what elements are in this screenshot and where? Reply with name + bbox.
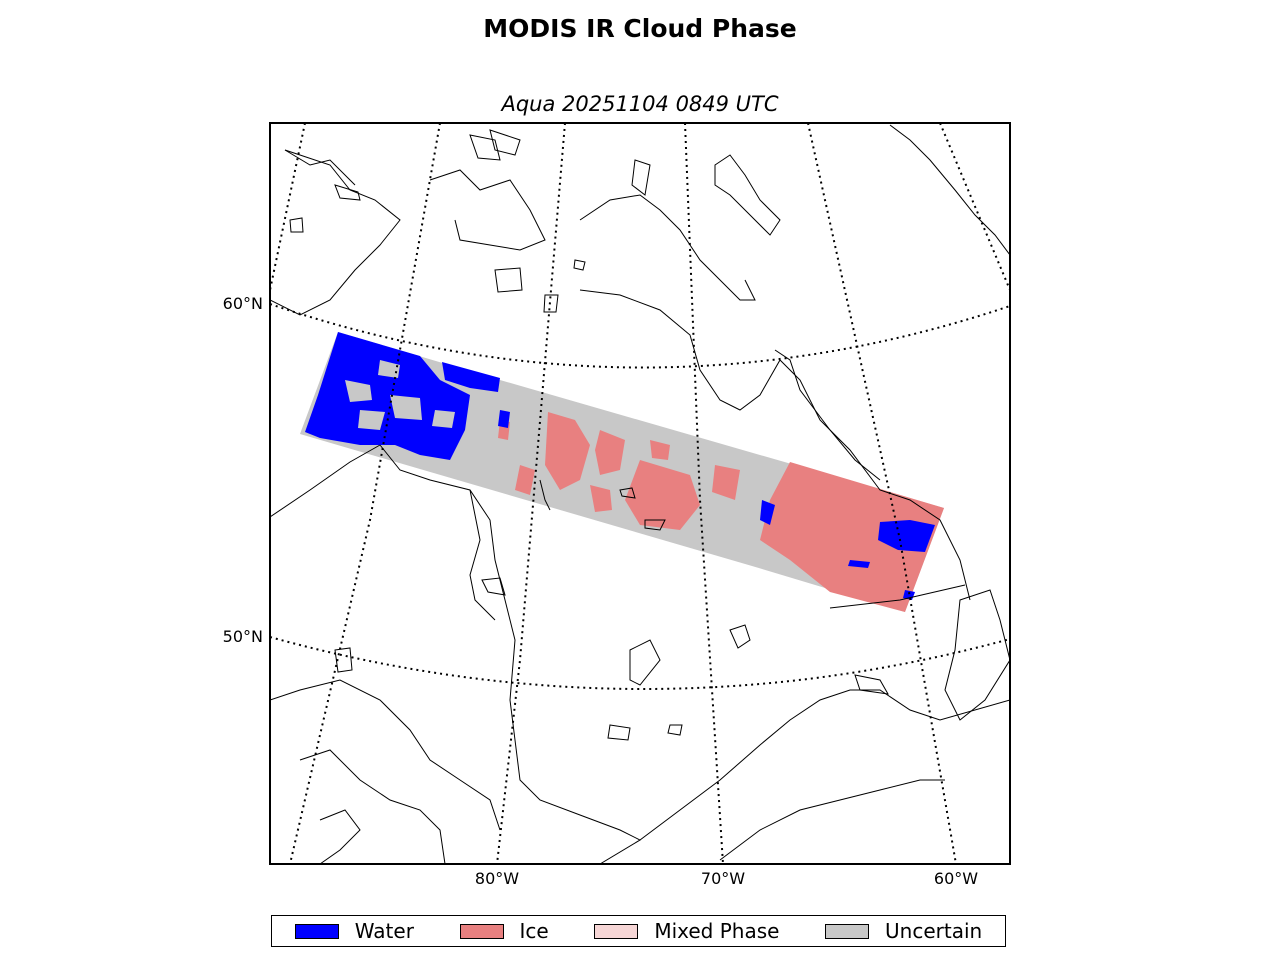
map-area: [270, 123, 1010, 864]
graticule-parallels: [270, 303, 1010, 690]
legend-label-water: Water: [354, 919, 414, 943]
legend-swatch-ice: [459, 923, 504, 939]
legend-item-water: Water: [294, 919, 414, 943]
lon-label-70w: 70°W: [701, 869, 745, 888]
legend-label-uncertain: Uncertain: [885, 919, 983, 943]
figure-title: MODIS IR Cloud Phase: [483, 14, 797, 43]
coastlines: [270, 124, 1010, 864]
legend-label-ice: Ice: [519, 919, 549, 943]
legend: Water Ice Mixed Phase Uncertain: [271, 915, 1006, 947]
legend-item-ice: Ice: [459, 919, 549, 943]
graticule-meridians: [270, 123, 1010, 864]
legend-swatch-uncertain: [825, 923, 870, 939]
ice-regions: [498, 412, 944, 612]
legend-swatch-water: [294, 923, 339, 939]
lon-label-60w: 60°W: [934, 869, 978, 888]
figure-subtitle: Aqua 20251104 0849 UTC: [501, 92, 779, 116]
uncertain-holes: [345, 360, 455, 430]
legend-item-uncertain: Uncertain: [825, 919, 982, 943]
water-regions: [305, 332, 935, 600]
legend-item-mixed-phase: Mixed Phase: [594, 919, 779, 943]
legend-swatch-mixed-phase: [594, 923, 639, 939]
legend-label-mixed-phase: Mixed Phase: [654, 919, 780, 943]
lon-label-80w: 80°W: [475, 869, 519, 888]
lat-label-50n: 50°N: [223, 627, 263, 646]
lat-label-60n: 60°N: [223, 294, 263, 313]
map-frame: [269, 122, 1011, 865]
